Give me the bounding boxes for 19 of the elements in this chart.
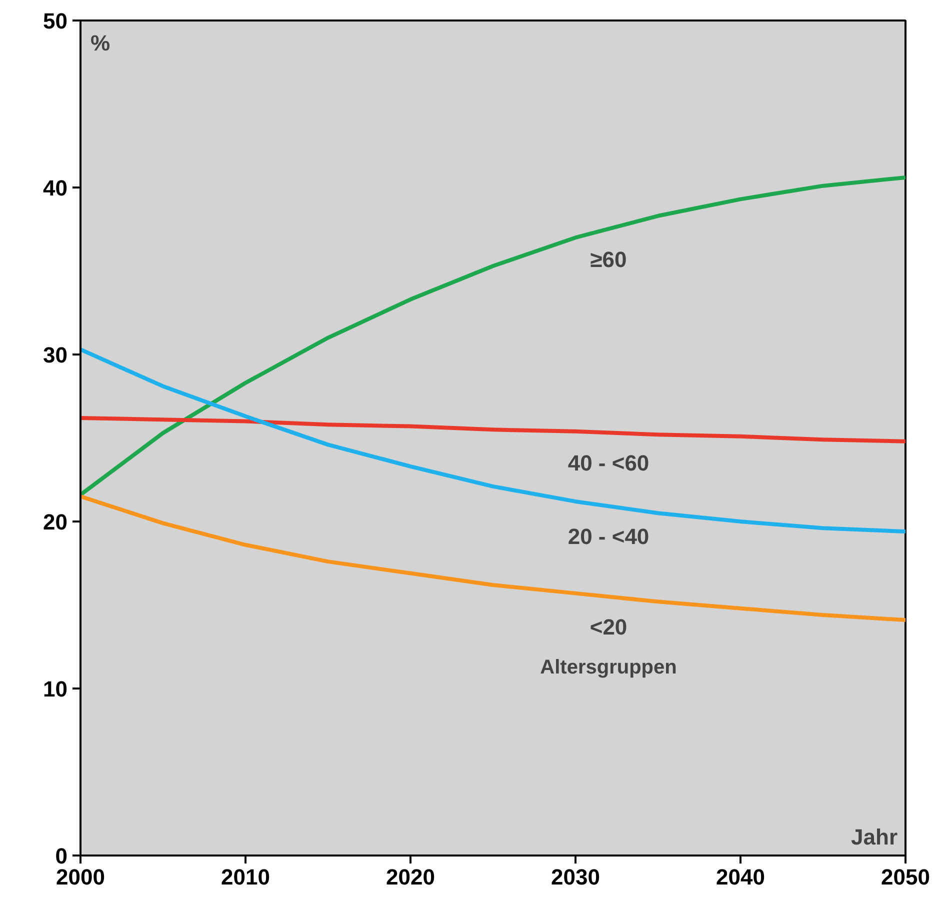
y-tick-label: 30 bbox=[43, 342, 68, 368]
y-tick-label: 50 bbox=[43, 8, 68, 34]
x-tick-label: 2010 bbox=[221, 864, 270, 890]
x-tick-label: 2040 bbox=[716, 864, 765, 890]
series-label: <20 bbox=[590, 614, 628, 640]
series-label: 20 - <40 bbox=[568, 524, 650, 550]
annotation: Altersgruppen bbox=[540, 656, 677, 679]
y-tick-label: 20 bbox=[43, 510, 68, 534]
x-tick-label: 2030 bbox=[551, 864, 600, 890]
x-tick-label: 2050 bbox=[881, 864, 930, 890]
series-label: ≥60 bbox=[590, 246, 627, 272]
series-label: 40 - <60 bbox=[568, 450, 650, 476]
x-axis-title: Jahr bbox=[851, 824, 898, 850]
line-series bbox=[80, 175, 906, 497]
line-series bbox=[80, 416, 906, 444]
x-tick-label: 2020 bbox=[386, 864, 435, 890]
y-tick-label: 40 bbox=[43, 176, 68, 200]
y-tick-label: 10 bbox=[43, 676, 68, 702]
y-axis-title: % bbox=[90, 30, 110, 56]
